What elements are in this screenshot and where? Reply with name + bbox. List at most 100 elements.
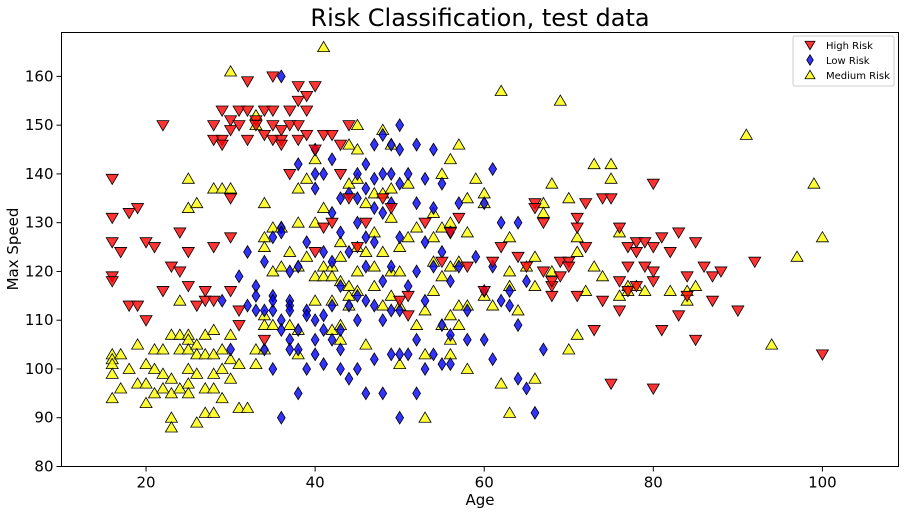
legend-box [792, 35, 895, 87]
point-low-risk-119 [437, 357, 447, 372]
point-low-risk-4 [243, 298, 252, 313]
point-high-risk-69 [325, 130, 339, 142]
point-high-risk-130 [655, 232, 669, 244]
point-medium-risk-110 [350, 143, 365, 155]
point-low-risk-30 [293, 322, 303, 338]
point-low-risk-88 [386, 166, 396, 181]
point-low-risk-24 [285, 303, 295, 318]
point-medium-risk-75 [266, 318, 280, 330]
point-high-risk-104 [570, 290, 584, 303]
point-high-risk-136 [688, 334, 703, 347]
y-axis: 80 90 100 110 120 130 140 150 160 [25, 67, 62, 476]
point-high-risk-144 [815, 349, 830, 361]
point-medium-risk-174 [502, 406, 517, 418]
point-low-risk-140 [513, 318, 523, 333]
point-low-risk-137 [505, 283, 514, 299]
point-medium-risk-210 [815, 230, 830, 243]
point-medium-risk-148 [435, 269, 449, 282]
point-low-risk-132 [488, 161, 498, 177]
point-medium-risk-171 [502, 230, 517, 243]
point-high-risk-117 [621, 286, 635, 298]
point-high-risk-72 [333, 169, 348, 181]
point-medium-risk-46 [206, 323, 221, 335]
point-high-risk-132 [671, 310, 686, 322]
point-medium-risk-43 [198, 381, 212, 394]
point-low-risk-97 [395, 303, 405, 318]
point-medium-risk-208 [790, 250, 804, 262]
legend-marker-medium-risk [804, 69, 816, 80]
legend-marker-low-risk [806, 53, 814, 67]
point-high-risk-68 [316, 222, 331, 235]
point-high-risk-143 [748, 256, 762, 269]
point-high-risk-34 [223, 286, 238, 298]
point-medium-risk-187 [570, 230, 584, 243]
point-high-risk-1 [105, 212, 119, 225]
point-high-risk-64 [308, 81, 322, 93]
point-low-risk-135 [496, 215, 506, 230]
point-low-risk-114 [429, 259, 438, 274]
point-medium-risk-4 [105, 391, 119, 404]
point-high-risk-29 [215, 139, 229, 152]
point-high-risk-141 [714, 266, 728, 278]
point-medium-risk-164 [469, 172, 483, 184]
point-high-risk-134 [680, 290, 694, 303]
point-high-risk-93 [528, 203, 542, 215]
point-medium-risk-18 [156, 381, 170, 394]
point-high-risk-43 [249, 120, 263, 132]
point-low-risk-29 [293, 259, 303, 274]
point-medium-risk-163 [460, 362, 475, 374]
point-low-risk-127 [462, 332, 472, 347]
point-low-risk-100 [403, 166, 413, 181]
point-medium-risk-182 [545, 177, 559, 189]
point-low-risk-112 [429, 142, 438, 157]
point-medium-risk-145 [426, 284, 441, 296]
point-medium-risk-94 [316, 269, 331, 282]
point-low-risk-43 [319, 166, 328, 181]
y-tick-label-90: 90 [34, 409, 53, 427]
point-high-risk-22 [198, 286, 212, 298]
point-medium-risk-57 [223, 328, 238, 340]
point-low-risk-136 [496, 293, 506, 308]
point-medium-risk-55 [223, 65, 238, 77]
x-tick-label-60: 60 [475, 474, 494, 492]
point-high-risk-133 [671, 227, 686, 239]
y-tick-label-140: 140 [25, 165, 54, 183]
point-low-risk-64 [353, 191, 362, 206]
point-high-risk-0 [105, 173, 119, 186]
point-low-risk-124 [454, 196, 464, 211]
point-medium-risk-78 [283, 245, 297, 257]
point-medium-risk-42 [198, 347, 212, 360]
point-high-risk-105 [570, 222, 584, 235]
point-low-risk-74 [361, 386, 371, 401]
point-medium-risk-179 [528, 372, 542, 384]
point-low-risk-77 [369, 200, 379, 216]
point-low-risk-14 [268, 303, 278, 318]
point-medium-risk-23 [164, 421, 179, 433]
point-low-risk-111 [420, 361, 430, 377]
point-low-risk-129 [479, 196, 489, 211]
data-points [105, 40, 830, 433]
point-high-risk-103 [570, 212, 584, 225]
point-medium-risk-56 [223, 182, 238, 194]
point-low-risk-145 [539, 342, 548, 357]
point-high-risk-139 [705, 295, 720, 308]
point-low-risk-142 [522, 274, 531, 289]
point-high-risk-13 [156, 120, 170, 132]
point-medium-risk-19 [164, 328, 179, 340]
point-low-risk-10 [260, 254, 269, 269]
point-low-risk-128 [471, 249, 481, 264]
point-medium-risk-160 [460, 191, 475, 204]
point-medium-risk-38 [190, 347, 204, 360]
point-high-risk-140 [705, 271, 720, 283]
point-medium-risk-20 [164, 372, 179, 384]
point-medium-risk-207 [764, 338, 779, 350]
point-medium-risk-26 [173, 342, 187, 355]
point-medium-risk-184 [553, 94, 568, 106]
point-low-risk-28 [293, 157, 303, 172]
point-low-risk-46 [319, 322, 328, 338]
point-medium-risk-58 [223, 352, 238, 365]
point-medium-risk-136 [401, 230, 415, 243]
legend: High Risk Low Risk Medium Risk [792, 35, 895, 87]
point-low-risk-53 [336, 191, 345, 206]
point-low-risk-98 [395, 347, 405, 362]
